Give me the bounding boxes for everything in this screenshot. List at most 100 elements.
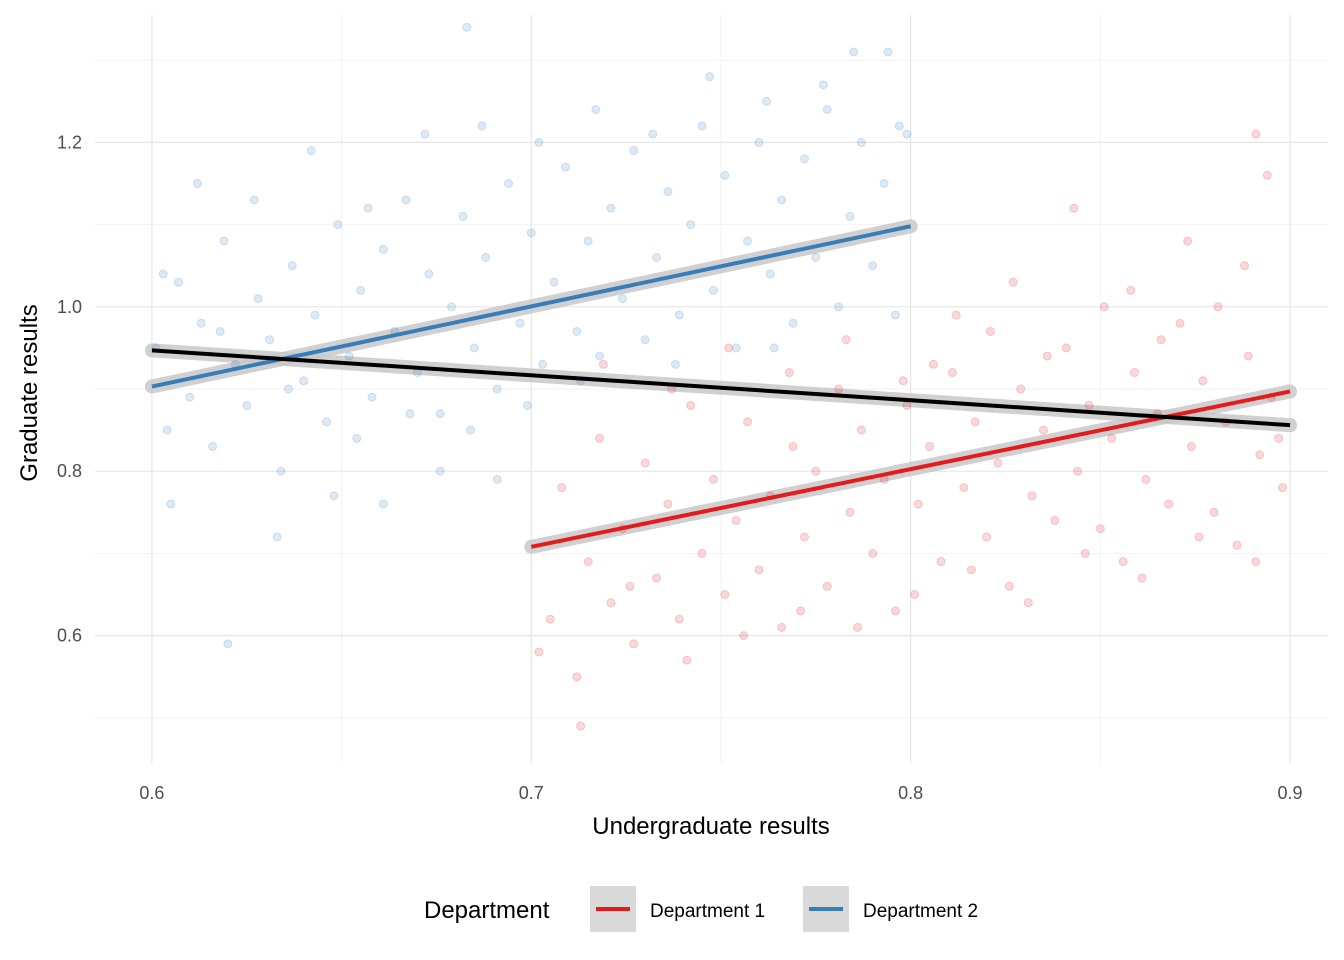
data-point [306,146,316,156]
data-point [557,483,567,493]
data-point [762,96,772,106]
data-point [913,499,923,509]
data-point [378,499,388,509]
data-point [481,252,491,262]
data-point [909,589,919,599]
data-point [576,721,586,731]
data-point [333,220,343,230]
data-point [629,146,639,156]
data-point [1141,474,1151,484]
data-point [743,236,753,246]
data-point [845,507,855,517]
data-point [435,409,445,419]
data-point [743,417,753,427]
data-point [1262,170,1272,180]
data-point [951,310,961,320]
data-point [287,261,297,271]
data-point [249,195,259,205]
data-point [788,442,798,452]
x-tick-label: 0.8 [898,783,923,803]
data-point [1038,425,1048,435]
data-point [739,631,749,641]
data-point [845,211,855,221]
data-point [1080,548,1090,558]
data-point [420,129,430,139]
data-point [1183,236,1193,246]
data-point [591,105,601,115]
data-point [196,318,206,328]
data-point [720,170,730,180]
data-point [538,359,548,369]
tick-labels: 0.6 0.7 0.8 0.9 0.6 0.8 1.0 1.2 [57,132,1303,803]
data-point [583,236,593,246]
data-point [1061,343,1071,353]
data-point [435,466,445,476]
data-point [822,581,832,591]
data-point [856,137,866,147]
data-point [265,335,275,345]
data-point [769,343,779,353]
data-point [966,565,976,575]
data-point [1232,540,1242,550]
data-point [477,121,487,131]
data-point [1240,261,1250,271]
data-point [898,376,908,386]
data-point [625,581,635,591]
data-point [447,302,457,312]
trend-line [151,348,1291,428]
data-point [674,614,684,624]
data-point [708,474,718,484]
data-point [731,343,741,353]
data-point [166,499,176,509]
data-point [648,129,658,139]
data-point [993,458,1003,468]
data-point [868,261,878,271]
data-point [1073,466,1083,476]
data-point [492,384,502,394]
data-point [686,220,696,230]
data-point [1107,433,1117,443]
data-point [560,162,570,172]
data-point [1251,129,1261,139]
data-point [595,433,605,443]
data-point [583,557,593,567]
data-point [682,655,692,665]
data-point [173,277,183,287]
legend-label-department-1: Department 1 [650,901,765,922]
data-point [894,121,904,131]
data-point [777,195,787,205]
data-point [799,532,809,542]
data-point [1251,557,1261,567]
y-tick-label: 1.2 [57,132,82,152]
data-point [572,326,582,336]
data-point [158,269,168,279]
data-point [1027,491,1037,501]
data-point [534,647,544,657]
data-point [788,318,798,328]
legend: Department Department 1 Department 2 [424,886,978,932]
trend-lines [151,224,1291,549]
legend-label-department-2: Department 2 [863,901,978,922]
data-point [891,310,901,320]
data-point [223,639,233,649]
data-point [663,187,673,197]
data-point [856,425,866,435]
data-point [1099,302,1109,312]
data-point [1137,573,1147,583]
data-point [1023,598,1033,608]
data-point [598,359,608,369]
data-point [799,154,809,164]
x-tick-label: 0.9 [1278,783,1303,803]
data-point [462,22,472,32]
data-point [310,310,320,320]
data-point [162,425,172,435]
data-point [522,400,532,410]
data-point [731,516,741,526]
data-point [705,72,715,82]
data-point [1277,483,1287,493]
data-point [606,598,616,608]
data-point [356,285,366,295]
data-point [629,639,639,649]
data-point [283,384,293,394]
